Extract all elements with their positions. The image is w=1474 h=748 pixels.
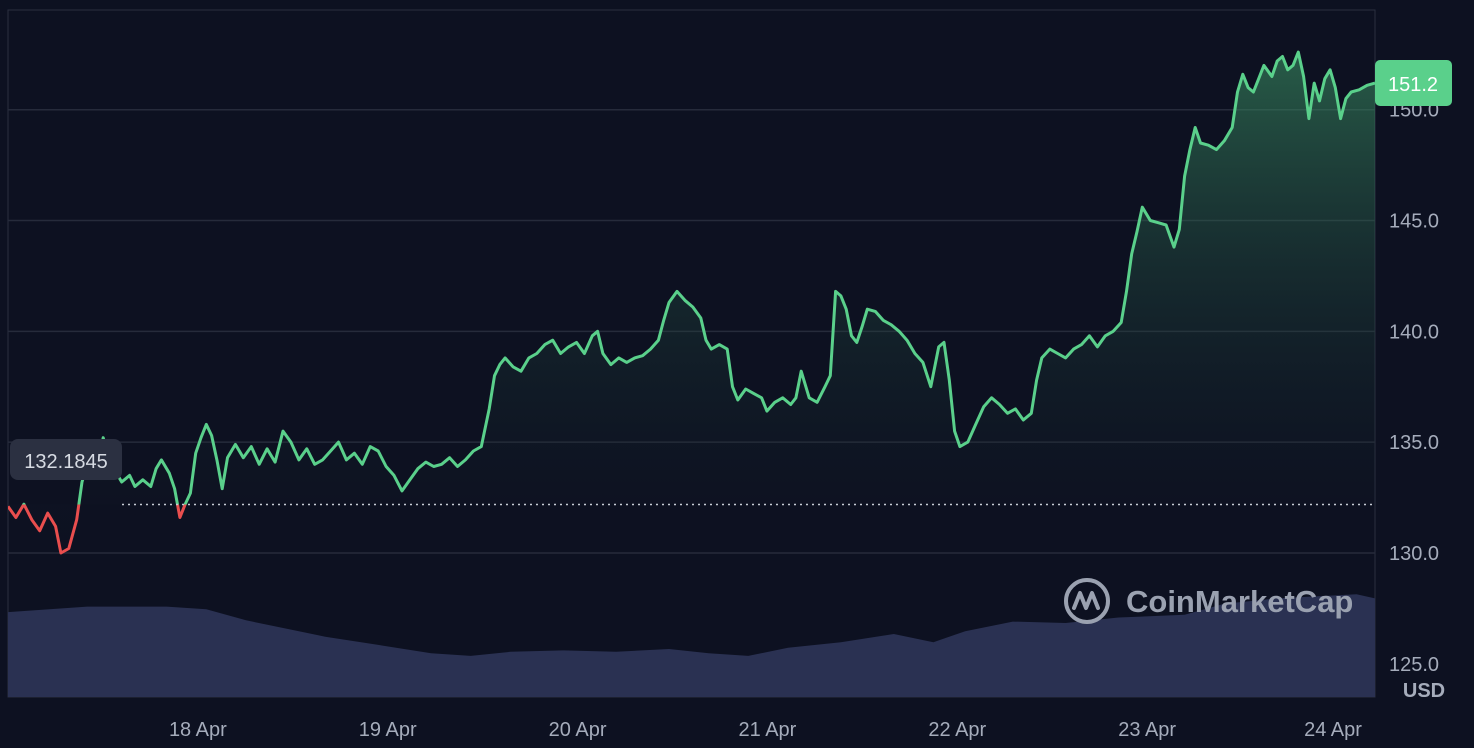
volume-area: [8, 594, 1375, 697]
x-tick-label: 21 Apr: [739, 719, 797, 741]
volume-layer: [8, 594, 1375, 697]
x-tick-label: 22 Apr: [928, 719, 986, 741]
svg-text:151.2: 151.2: [1388, 74, 1438, 96]
y-tick-label: 130.0: [1389, 543, 1439, 565]
x-tick-label: 18 Apr: [169, 719, 227, 741]
y-tick-label: 135.0: [1389, 432, 1439, 454]
price-area-fill: [8, 52, 1375, 553]
price-series[interactable]: [8, 50, 1375, 555]
current-price-badge: 151.2: [1375, 60, 1452, 106]
coinmarketcap-logo-icon: [1064, 578, 1110, 624]
y-tick-label: 140.0: [1389, 321, 1439, 343]
x-tick-label: 24 Apr: [1304, 719, 1362, 741]
baseline-value-badge: 132.1845: [10, 439, 122, 480]
x-tick-label: 19 Apr: [359, 719, 417, 741]
svg-text:132.1845: 132.1845: [24, 451, 107, 473]
x-axis: 18 Apr 19 Apr 20 Apr 21 Apr 22 Apr 23 Apr 24 A…: [169, 719, 1362, 741]
y-tick-label: 145.0: [1389, 211, 1439, 233]
currency-unit-label: USD: [1403, 680, 1445, 702]
y-tick-label: 125.0: [1389, 654, 1439, 676]
price-line-above-baseline[interactable]: [8, 50, 1375, 553]
x-tick-label: 20 Apr: [549, 719, 607, 741]
coinmarketcap-watermark: CoinMarketCap: [1126, 584, 1353, 619]
x-tick-label: 23 Apr: [1118, 719, 1176, 741]
